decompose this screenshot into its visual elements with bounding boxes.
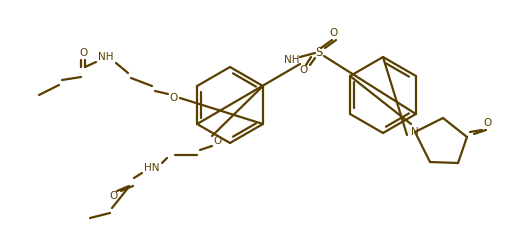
Text: S: S (315, 46, 323, 60)
Text: O: O (483, 118, 491, 128)
Text: O: O (109, 191, 117, 201)
Text: NH: NH (284, 55, 300, 65)
Text: O: O (214, 136, 222, 146)
Text: O: O (330, 28, 338, 38)
Text: N: N (411, 127, 419, 137)
Text: O: O (170, 93, 178, 103)
Text: NH: NH (98, 52, 114, 62)
Text: O: O (79, 48, 87, 58)
Text: O: O (300, 65, 308, 75)
Text: HN: HN (144, 163, 160, 173)
